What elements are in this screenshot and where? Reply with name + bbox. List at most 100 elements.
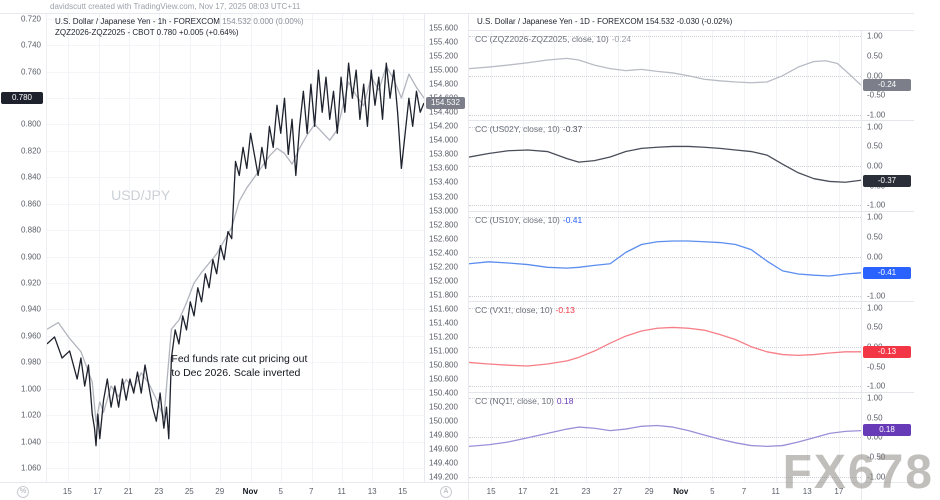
y-tick-label: 149.600 [429, 444, 458, 454]
indicator-label[interactable]: CC (ZQZ2026-ZQZ2025, close, 10) -0.24 [475, 34, 632, 44]
x-tick-label: 15 [398, 487, 408, 496]
x-tick-label: 29 [215, 487, 225, 496]
cc-panel-us02y: CC (US02Y, close, 10) -0.37 -0.37 1.00 0.5… [469, 120, 914, 211]
y-tick-label: 0.00 [867, 252, 883, 262]
cc-scale[interactable]: -0.37 1.000.500.00-0.50-1.00 [861, 121, 914, 211]
y-tick-label: 155.400 [429, 37, 458, 47]
left-price-scale-usdjpy[interactable]: 154.532 155.600 155.400 155.200 155.000 154.… [424, 14, 468, 482]
level-line-plus1 [469, 36, 861, 38]
y-tick-label: 149.200 [429, 472, 458, 482]
y-tick-label: 1.020 [20, 410, 41, 420]
chart-annotation-text[interactable]: Fed funds rate cut pricing out to Dec 20… [171, 353, 308, 379]
left-chart-plot-area[interactable]: USD/JPY Fed funds rate cut pricing out t… [46, 14, 424, 482]
x-tick-label: 17 [518, 487, 528, 497]
y-tick-label: 155.600 [429, 23, 458, 33]
legend-row-spread[interactable]: ZQZ2026-ZQZ2025 - CBOT 0.780 +0.005 (+0.… [55, 27, 304, 38]
x-tick-label: 13 [802, 487, 812, 497]
y-tick-label: 150.400 [429, 388, 458, 398]
cc-plot-area[interactable]: CC (VX1!, close, 10) -0.13 [469, 302, 861, 392]
y-tick-label: 152.000 [429, 276, 458, 286]
cc-line-series [469, 212, 861, 301]
cc-plot-area[interactable]: CC (US10Y, close, 10) -0.41 [469, 211, 861, 302]
y-tick-label: 150.600 [429, 374, 458, 384]
cc-scale[interactable]: -0.41 1.000.500.00-0.50-1.00 [861, 211, 914, 302]
left-chart-legend[interactable]: U.S. Dollar / Japanese Yen - 1h - FOREXC… [55, 16, 304, 38]
left-price-scale-spread[interactable]: 0.780 0.7200.7400.7600.7800.8000.8200.84… [0, 14, 46, 482]
y-tick-label: 150.800 [429, 360, 458, 370]
y-tick-label: 151.800 [429, 290, 458, 300]
x-tick-label: 13 [367, 487, 377, 496]
auto-scale-icon[interactable]: A [440, 485, 452, 498]
spread-title[interactable]: ZQZ2026-ZQZ2025 - CBOT [55, 28, 155, 37]
right-chart-legend[interactable]: U.S. Dollar / Japanese Yen - 1D - FOREXC… [469, 14, 914, 30]
x-tick-label: 17 [834, 487, 844, 497]
cc-line-series [469, 393, 861, 482]
y-tick-label: 154.000 [429, 135, 458, 145]
usdjpy-last-value-badge: 154.532 [426, 97, 465, 109]
y-tick-label: -0.50 [867, 452, 886, 462]
indicator-label[interactable]: CC (VX1!, close, 10) -0.13 [475, 305, 575, 316]
time-axis-corner-left[interactable]: % [0, 482, 46, 500]
y-tick-label: 149.800 [429, 430, 458, 440]
y-tick-label: -1.00 [867, 381, 886, 391]
y-tick-label: -1.00 [867, 110, 886, 120]
x-tick-label: 23 [581, 487, 591, 497]
y-tick-label: -0.50 [867, 362, 886, 372]
y-tick-label: 1.040 [20, 437, 41, 447]
y-tick-label: 0.760 [20, 67, 41, 77]
y-tick-label: -0.50 [867, 90, 886, 100]
x-tick-label: 7 [308, 487, 314, 496]
cc-scale[interactable]: -0.13 1.000.500.00-0.50-1.00 [861, 302, 914, 392]
y-tick-label: 1.000 [20, 384, 41, 394]
y-tick-label: 151.000 [429, 346, 458, 356]
x-tick-label: 25 [184, 487, 194, 496]
level-line-plus1 [469, 217, 861, 219]
cc-line-series [469, 302, 861, 391]
cc-scale[interactable]: 0.18 1.00 0.50 0.00 -0.50 -1.00 [861, 392, 914, 483]
x-tick-label: 11 [337, 487, 346, 496]
y-tick-label: 154.200 [429, 121, 458, 131]
cc-plot-area[interactable]: CC (ZQZ2026-ZQZ2025, close, 10) -0.24 [469, 31, 861, 121]
x-tick-label: 29 [644, 487, 654, 497]
y-tick-label: 0.00 [867, 71, 883, 81]
cc-plot-area[interactable]: CC (US02Y, close, 10) -0.37 [469, 121, 861, 211]
cc-scale[interactable]: -0.24 1.00 0.50 0.00 -0.50 -1.00 [861, 31, 914, 121]
left-time-axis[interactable]: 15 17 21 23 25 29 Nov 5 7 11 13 15 [46, 482, 424, 500]
percent-scale-icon[interactable]: % [17, 485, 29, 498]
indicator-value: -0.13 [555, 305, 575, 316]
level-line-zero [469, 437, 861, 439]
y-tick-label: 0.920 [20, 278, 41, 288]
level-line-zero [469, 346, 861, 348]
cc-value-badge: -0.41 [863, 266, 911, 279]
cc-value-badge: -0.24 [863, 79, 911, 92]
indicator-label[interactable]: CC (US02Y, close, 10) -0.37 [475, 124, 583, 135]
price-line-series [47, 14, 424, 482]
y-tick-label: -1.00 [867, 291, 886, 301]
symbol-watermark: USD/JPY [111, 187, 171, 204]
time-axis-corner-right[interactable]: A [424, 482, 468, 500]
x-tick-label: 21 [123, 487, 133, 496]
symbol-title[interactable]: U.S. Dollar / Japanese Yen - 1D - FOREXC… [477, 17, 644, 26]
y-tick-label: 0.940 [20, 304, 41, 314]
x-tick-label: 17 [93, 487, 103, 496]
symbol-title[interactable]: U.S. Dollar / Japanese Yen - 1h - FOREXC… [55, 17, 220, 26]
y-tick-label: 0.00 [867, 432, 883, 442]
y-tick-label: 154.800 [429, 79, 458, 89]
y-tick-label: 0.740 [20, 40, 41, 50]
indicator-label[interactable]: CC (NQ1!, close, 10) 0.18 [475, 395, 574, 406]
spread-last-value-badge: 0.780 [1, 91, 43, 104]
y-tick-label: 150.000 [429, 416, 458, 426]
cc-value-badge: -0.13 [863, 346, 911, 359]
level-line-zero [469, 166, 861, 168]
y-tick-label: 152.400 [429, 248, 458, 258]
indicator-value: -0.24 [611, 34, 632, 44]
y-tick-label: 152.200 [429, 262, 458, 272]
left-chart: 0.780 0.7200.7400.7600.7800.8000.8200.84… [0, 13, 468, 500]
right-time-axis[interactable]: 15 17 21 23 27 29 Nov 5 7 11 13 17 [469, 482, 914, 500]
y-tick-label: 0.50 [867, 51, 883, 61]
legend-row-usdjpy[interactable]: U.S. Dollar / Japanese Yen - 1h - FOREXC… [55, 16, 304, 27]
y-tick-label: 155.000 [429, 65, 458, 75]
y-tick-label: 153.600 [429, 163, 458, 173]
y-tick-label: 152.800 [429, 220, 458, 230]
indicator-label[interactable]: CC (US10Y, close, 10) -0.41 [475, 214, 583, 225]
